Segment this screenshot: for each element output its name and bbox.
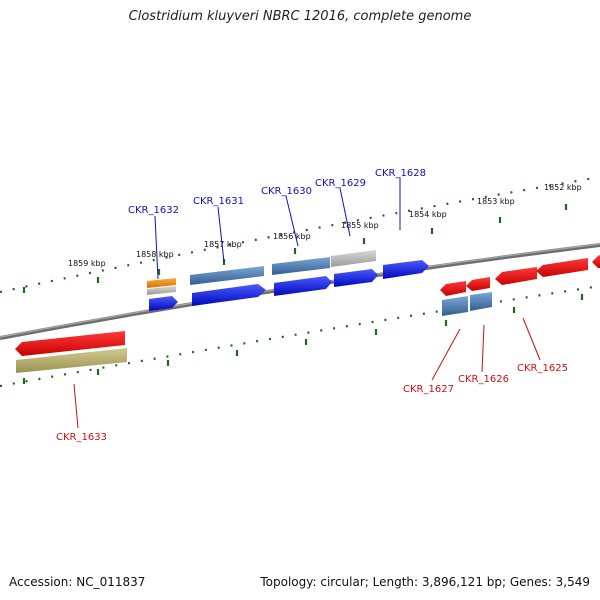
rna-feature[interactable] xyxy=(147,278,176,288)
kbp-tick-label: 1852 kbp xyxy=(544,183,582,192)
left-features xyxy=(15,331,127,373)
kbp-tick-label: 1857 kbp xyxy=(204,240,242,249)
cds-reverse[interactable] xyxy=(440,281,466,296)
kbp-tick-label: 1858 kbp xyxy=(136,250,174,259)
cds-reverse[interactable] xyxy=(592,255,600,268)
kbp-tick-label: 1856 kbp xyxy=(273,232,311,241)
cds-forward-1632[interactable] xyxy=(149,296,178,311)
cds-reverse[interactable] xyxy=(466,277,490,291)
genome-stats-text: Topology: circular; Length: 3,896,121 bp… xyxy=(260,575,590,589)
gene-label-ckr-1625[interactable]: CKR_1625 xyxy=(517,363,568,374)
misc-feature[interactable] xyxy=(272,257,330,275)
kbp-tick-label: 1854 kbp xyxy=(409,210,447,219)
pseudo-feature[interactable] xyxy=(147,286,176,295)
major-ticks xyxy=(22,204,584,384)
gene-label-ckr-1633[interactable]: CKR_1633 xyxy=(56,432,107,443)
misc-feature[interactable] xyxy=(190,266,264,285)
cds-reverse[interactable] xyxy=(495,267,537,285)
gene-label-ckr-1632[interactable]: CKR_1632 xyxy=(128,205,179,216)
forward-features xyxy=(147,250,429,311)
kbp-tick-label: 1855 kbp xyxy=(341,221,379,230)
forward-gene-labels: CKR_1632 CKR_1631 CKR_1630 CKR_1629 CKR_… xyxy=(128,168,426,280)
reverse-gene-labels: CKR_1627 CKR_1626 CKR_1625 CKR_1633 xyxy=(56,317,568,443)
map-title: Clostridium kluyveri NBRC 12016, complet… xyxy=(128,9,472,24)
misc-feature[interactable] xyxy=(470,292,492,311)
cds-forward-1629[interactable] xyxy=(334,269,378,287)
cds-forward-1628[interactable] xyxy=(383,260,429,279)
cds-reverse[interactable] xyxy=(536,258,588,277)
pseudo-feature[interactable] xyxy=(331,250,376,267)
gene-label-ckr-1630[interactable]: CKR_1630 xyxy=(261,186,312,197)
kbp-tick-label: 1859 kbp xyxy=(68,259,106,268)
misc-feature[interactable] xyxy=(16,348,127,373)
cds-reverse[interactable] xyxy=(15,331,125,356)
reverse-features xyxy=(440,255,600,316)
accession-text: Accession: NC_011837 xyxy=(9,575,146,589)
cds-forward-1630[interactable] xyxy=(274,276,332,296)
kbp-tick-label: 1853 kbp xyxy=(477,197,515,206)
gene-label-ckr-1629[interactable]: CKR_1629 xyxy=(315,178,366,189)
cds-forward-1631[interactable] xyxy=(192,284,266,306)
gene-label-ckr-1627[interactable]: CKR_1627 xyxy=(403,384,454,395)
gene-label-ckr-1626[interactable]: CKR_1626 xyxy=(458,374,509,385)
misc-feature[interactable] xyxy=(442,296,468,316)
gene-label-ckr-1631[interactable]: CKR_1631 xyxy=(193,196,244,207)
gene-label-ckr-1628[interactable]: CKR_1628 xyxy=(375,168,426,179)
